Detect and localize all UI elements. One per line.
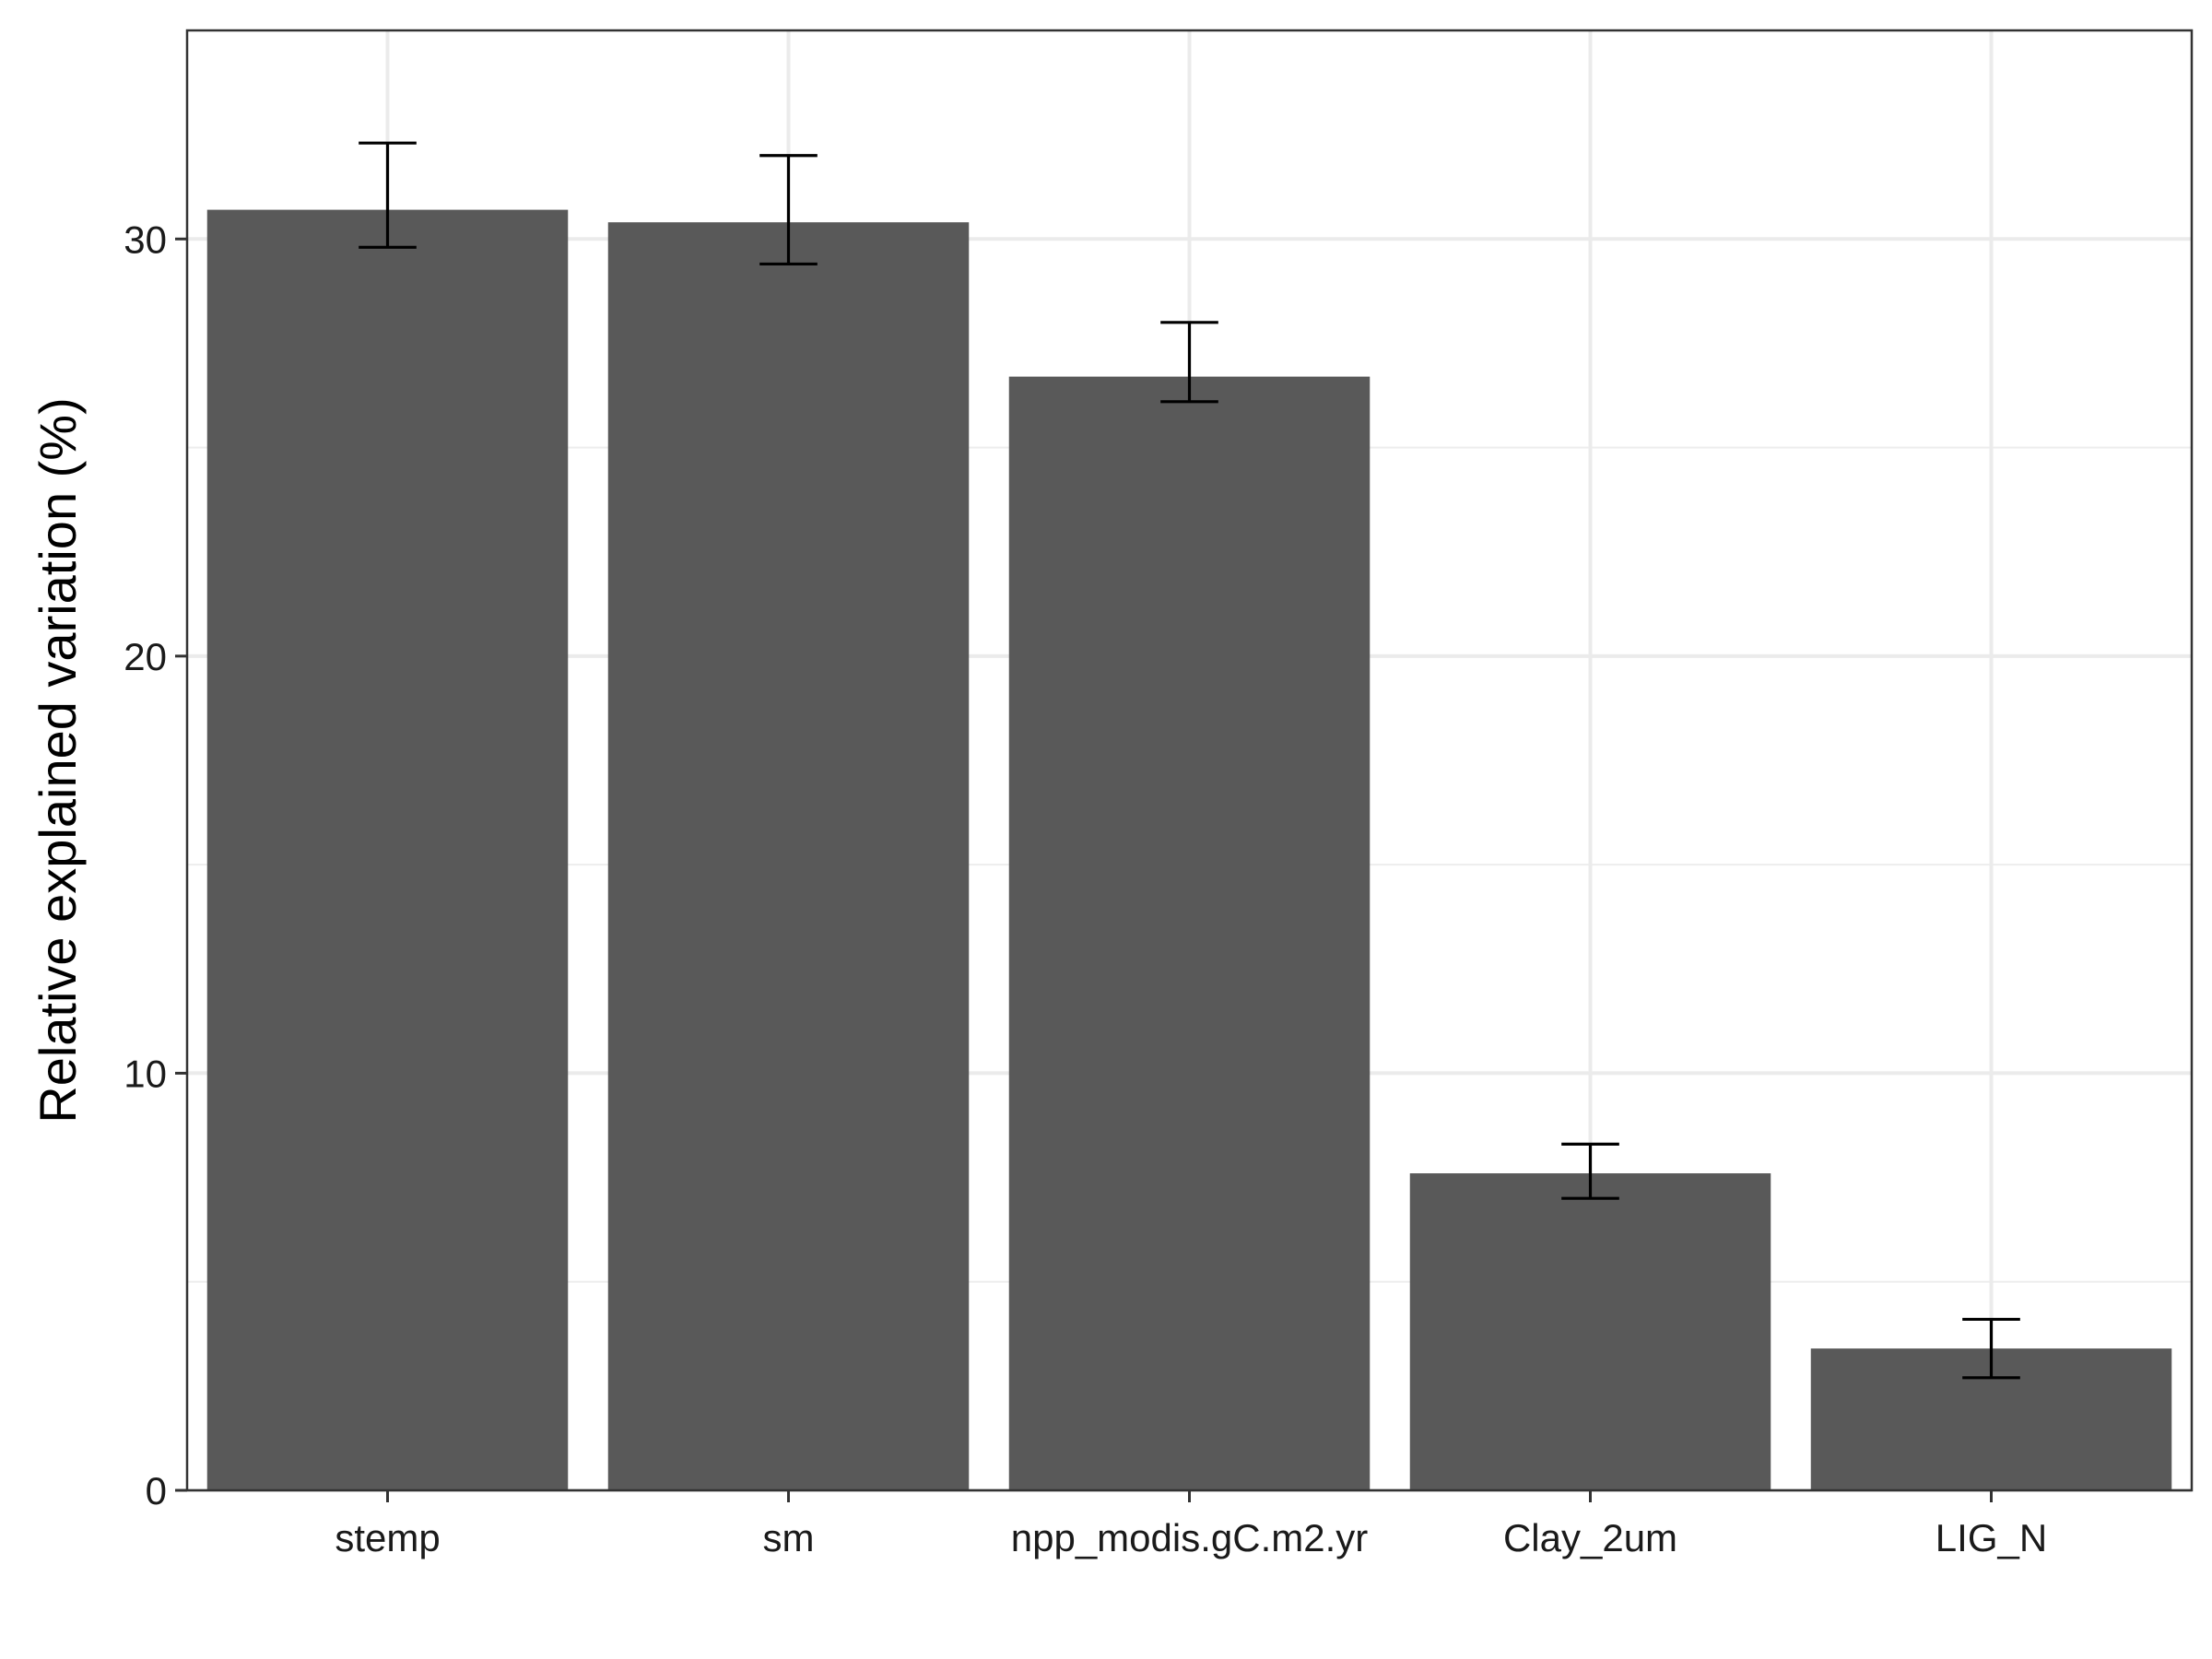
error-bar (359, 141, 417, 249)
axes: 0 10 20 30 stemp sm npp_modis.gC.m2.yr Clay_2um… (124, 218, 2047, 1559)
bar-npp-modis-gc-m2-yr (1008, 376, 1371, 1490)
bar-sm (607, 222, 970, 1490)
x-tick-label: npp_modis.gC.m2.yr (1011, 1516, 1369, 1559)
y-tick-label: 20 (124, 635, 167, 678)
x-tick-label: Clay_2um (1503, 1516, 1677, 1559)
error-bar (1561, 1142, 1619, 1200)
error-bar (1962, 1317, 2020, 1380)
bars (206, 209, 2172, 1490)
y-axis-title: Relative explained variation (%) (29, 397, 87, 1124)
error-bar (1160, 321, 1218, 404)
x-tick-label: LIG_N (1936, 1516, 2047, 1559)
y-tick-label: 30 (124, 218, 167, 261)
error-bars (359, 141, 2020, 1380)
bar-clay-2um (1409, 1173, 1771, 1490)
error-bar (759, 154, 818, 266)
y-tick-label: 0 (146, 1469, 167, 1512)
x-tick-label: stemp (335, 1516, 440, 1559)
y-tick-label: 10 (124, 1052, 167, 1095)
bar-stemp (206, 209, 569, 1490)
x-tick-label: sm (763, 1516, 815, 1559)
